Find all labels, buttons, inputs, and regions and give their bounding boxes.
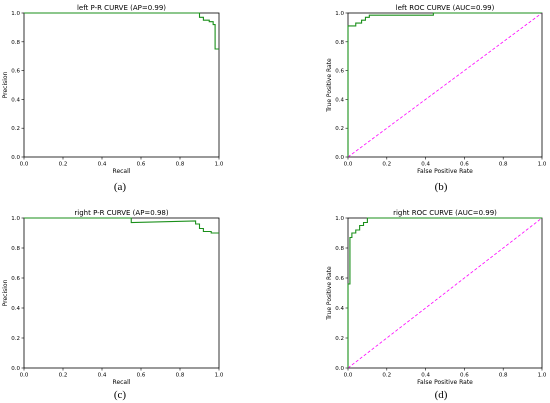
y-tick-label: 0.8: [11, 246, 20, 252]
chart-panel-3: 0.0 0.2 0.4 0.6 0.8 1.0 0.0 0.2 0.4 0.6 0.8 1.0 righ…: [2, 209, 224, 401]
x-tick-label: 1.0: [215, 373, 224, 379]
y-tick-label: 0.8: [335, 246, 344, 252]
diagonal-reference-line: [347, 12, 543, 158]
chart-title: left ROC CURVE (AUC=0.99): [396, 4, 495, 12]
x-tick-label: 0.4: [421, 162, 430, 168]
y-tick-label: 0.6: [11, 276, 20, 282]
x-tick-label: 0.8: [176, 373, 185, 379]
x-axis-label: False Positive Rate: [417, 168, 473, 175]
y-tick-label: 0.8: [335, 40, 344, 46]
y-tick-label: 0.0: [335, 155, 344, 161]
x-tick-label: 0.4: [98, 373, 107, 379]
x-tick-label: 0.6: [137, 162, 146, 168]
y-axis-label: True Positive Rate: [326, 266, 333, 321]
chart-panel-4: 0.0 0.2 0.4 0.6 0.8 1.0 0.0 0.2 0.4 0.6 0.8 1.0 righ…: [326, 209, 547, 401]
x-tick-label: 1.0: [215, 162, 224, 168]
chart-title: right ROC CURVE (AUC=0.99): [393, 209, 497, 217]
y-tick-label: 0.8: [11, 40, 20, 46]
x-tick-label: 0.8: [176, 162, 185, 168]
x-tick-label: 0.6: [460, 373, 469, 379]
y-tick-label: 0.2: [335, 126, 344, 132]
plot-frame: [23, 217, 220, 369]
y-tick-label: 0.4: [11, 97, 20, 103]
y-axis-label: Precision: [2, 279, 9, 306]
y-tick-label: 1.0: [335, 216, 344, 222]
x-tick-label: 0.0: [20, 162, 29, 168]
y-tick-label: 0.0: [11, 366, 20, 372]
x-tick-label: 0.0: [344, 373, 353, 379]
y-tick-label: 0.4: [335, 306, 344, 312]
x-tick-label: 0.6: [460, 162, 469, 168]
x-tick-label: 0.0: [344, 162, 353, 168]
y-tick-label: 0.2: [11, 126, 20, 132]
y-tick-label: 0.6: [335, 69, 344, 75]
x-tick-label: 1.0: [538, 373, 547, 379]
x-axis-label: Recall: [113, 379, 131, 386]
x-tick-label: 0.2: [59, 373, 68, 379]
series-line-1: [347, 12, 542, 157]
x-tick-label: 0.0: [20, 373, 29, 379]
panel-caption: (c): [114, 389, 127, 401]
y-tick-label: 0.4: [11, 306, 20, 312]
chart-panel-1: 0.0 0.2 0.4 0.6 0.8 1.0 0.0 0.2 0.4 0.6 0.8 1.0 left…: [2, 4, 224, 193]
y-tick-label: 0.2: [335, 336, 344, 342]
x-axis-label: Recall: [113, 168, 131, 175]
x-tick-label: 1.0: [538, 162, 547, 168]
x-tick-label: 0.4: [421, 373, 430, 379]
y-tick-label: 1.0: [11, 11, 20, 17]
series-line-1: [24, 12, 219, 50]
series-line-1: [24, 217, 219, 234]
x-tick-label: 0.2: [382, 162, 391, 168]
x-tick-label: 0.8: [499, 162, 508, 168]
chart-panel-2: 0.0 0.2 0.4 0.6 0.8 1.0 0.0 0.2 0.4 0.6 0.8 1.0 left…: [326, 4, 547, 193]
y-tick-label: 0.4: [335, 97, 344, 103]
chart-title: left P-R CURVE (AP=0.99): [77, 4, 166, 12]
x-tick-label: 0.4: [98, 162, 107, 168]
y-axis-label: Precision: [2, 71, 9, 98]
panel-caption: (d): [435, 389, 448, 401]
diagonal-reference-line: [347, 217, 543, 369]
x-tick-label: 0.8: [499, 373, 508, 379]
y-tick-label: 0.6: [11, 69, 20, 75]
y-axis-label: True Positive Rate: [326, 58, 333, 113]
x-axis-label: False Positive Rate: [417, 379, 473, 386]
y-tick-label: 0.0: [335, 366, 344, 372]
y-tick-label: 1.0: [11, 216, 20, 222]
x-tick-label: 0.2: [59, 162, 68, 168]
y-tick-label: 0.2: [11, 336, 20, 342]
x-tick-label: 0.6: [137, 373, 146, 379]
panel-caption: (b): [435, 181, 448, 193]
chart-title: right P-R CURVE (AP=0.98): [74, 209, 168, 217]
x-tick-label: 0.2: [382, 373, 391, 379]
y-tick-label: 1.0: [335, 11, 344, 17]
y-tick-label: 0.0: [11, 155, 20, 161]
y-tick-label: 0.6: [335, 276, 344, 282]
panel-caption: (a): [114, 181, 127, 193]
plot-frame: [23, 12, 220, 158]
series-line-1: [347, 217, 542, 368]
